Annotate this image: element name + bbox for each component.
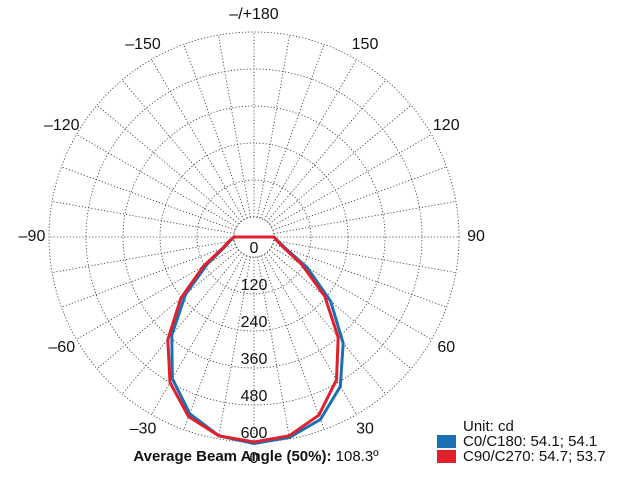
angle-label: 90 — [467, 228, 485, 245]
grid-spoke — [151, 59, 245, 220]
series-layer — [166, 235, 345, 445]
grid-spoke — [76, 246, 237, 340]
grid-spoke — [271, 246, 432, 340]
grid-spoke — [183, 255, 248, 430]
angle-label: 60 — [437, 339, 455, 356]
grid-spoke — [151, 254, 245, 415]
angle-label: –60 — [48, 339, 75, 356]
grid-spoke — [272, 243, 447, 308]
radial-tick-label: 120 — [241, 277, 268, 294]
grid-spoke — [273, 240, 456, 273]
series-line-1 — [166, 235, 340, 444]
grid-spoke — [52, 240, 235, 273]
radial-tick-label: 240 — [241, 314, 268, 331]
grid-spoke — [271, 134, 432, 228]
legend-swatch-red — [437, 450, 456, 463]
angle-label: –120 — [44, 117, 80, 134]
angle-label: 30 — [356, 420, 374, 437]
grid-spoke — [121, 252, 242, 395]
grid-spoke — [269, 104, 412, 225]
angle-label: 120 — [433, 117, 460, 134]
legend-item-c90: C90/C270: 54.7; 53.7 — [437, 449, 606, 464]
grid-spoke — [61, 243, 236, 308]
angle-label: 0 — [250, 450, 259, 467]
grid-spoke — [269, 249, 412, 370]
legend-label-c90: C90/C270: 54.7; 53.7 — [463, 448, 606, 465]
legend-item-c0: C0/C180: 54.1; 54.1 — [437, 434, 606, 449]
grid-ring — [196, 179, 312, 295]
legend-label-c0: C0/C180: 54.1; 54.1 — [463, 433, 598, 450]
grid-spoke — [61, 166, 236, 231]
grid-spoke — [272, 166, 447, 231]
grid-spoke — [96, 249, 239, 370]
unit-label: Unit: cd — [463, 418, 514, 435]
grid-ring — [122, 105, 386, 369]
radial-tick-label: 360 — [241, 351, 268, 368]
grid-spoke — [257, 256, 290, 439]
grid-spoke — [218, 256, 251, 439]
angle-label: 150 — [352, 36, 379, 53]
grid-spoke — [260, 255, 325, 430]
grid-spoke — [266, 79, 387, 222]
radial-tick-label: 0 — [250, 240, 259, 257]
grid-ring — [48, 31, 460, 443]
angle-label: –/+180 — [229, 6, 278, 23]
grid-spoke — [266, 252, 387, 395]
grid-spoke — [257, 35, 290, 218]
angle-label: –150 — [125, 36, 161, 53]
radial-tick-label: 600 — [241, 425, 268, 442]
angle-label: –90 — [19, 228, 46, 245]
grid-spoke — [218, 35, 251, 218]
angle-label: –30 — [130, 420, 157, 437]
label-layer: 0 120 240 360 480 600 –/+180 150 120 90 60 30 0 –30 –6… — [19, 6, 485, 467]
grid-spoke — [96, 104, 239, 225]
legend-swatch-blue — [437, 435, 456, 448]
radial-tick-label: 480 — [241, 388, 268, 405]
grid-spoke — [76, 134, 237, 228]
beam-angle-label: Average Beam Angle (50%): — [133, 448, 332, 465]
beam-angle-footer: Average Beam Angle (50%): 108.3º — [0, 448, 512, 465]
grid-spoke — [260, 44, 325, 219]
grid-spoke — [263, 59, 357, 220]
legend: Unit: cd C0/C180: 54.1; 54.1 C90/C270: 5… — [437, 419, 606, 464]
grid-spoke — [183, 44, 248, 219]
beam-angle-value: 108.3º — [335, 448, 379, 465]
grid-spoke — [52, 201, 235, 234]
grid-spoke — [121, 79, 242, 222]
grid-spoke — [273, 201, 456, 234]
